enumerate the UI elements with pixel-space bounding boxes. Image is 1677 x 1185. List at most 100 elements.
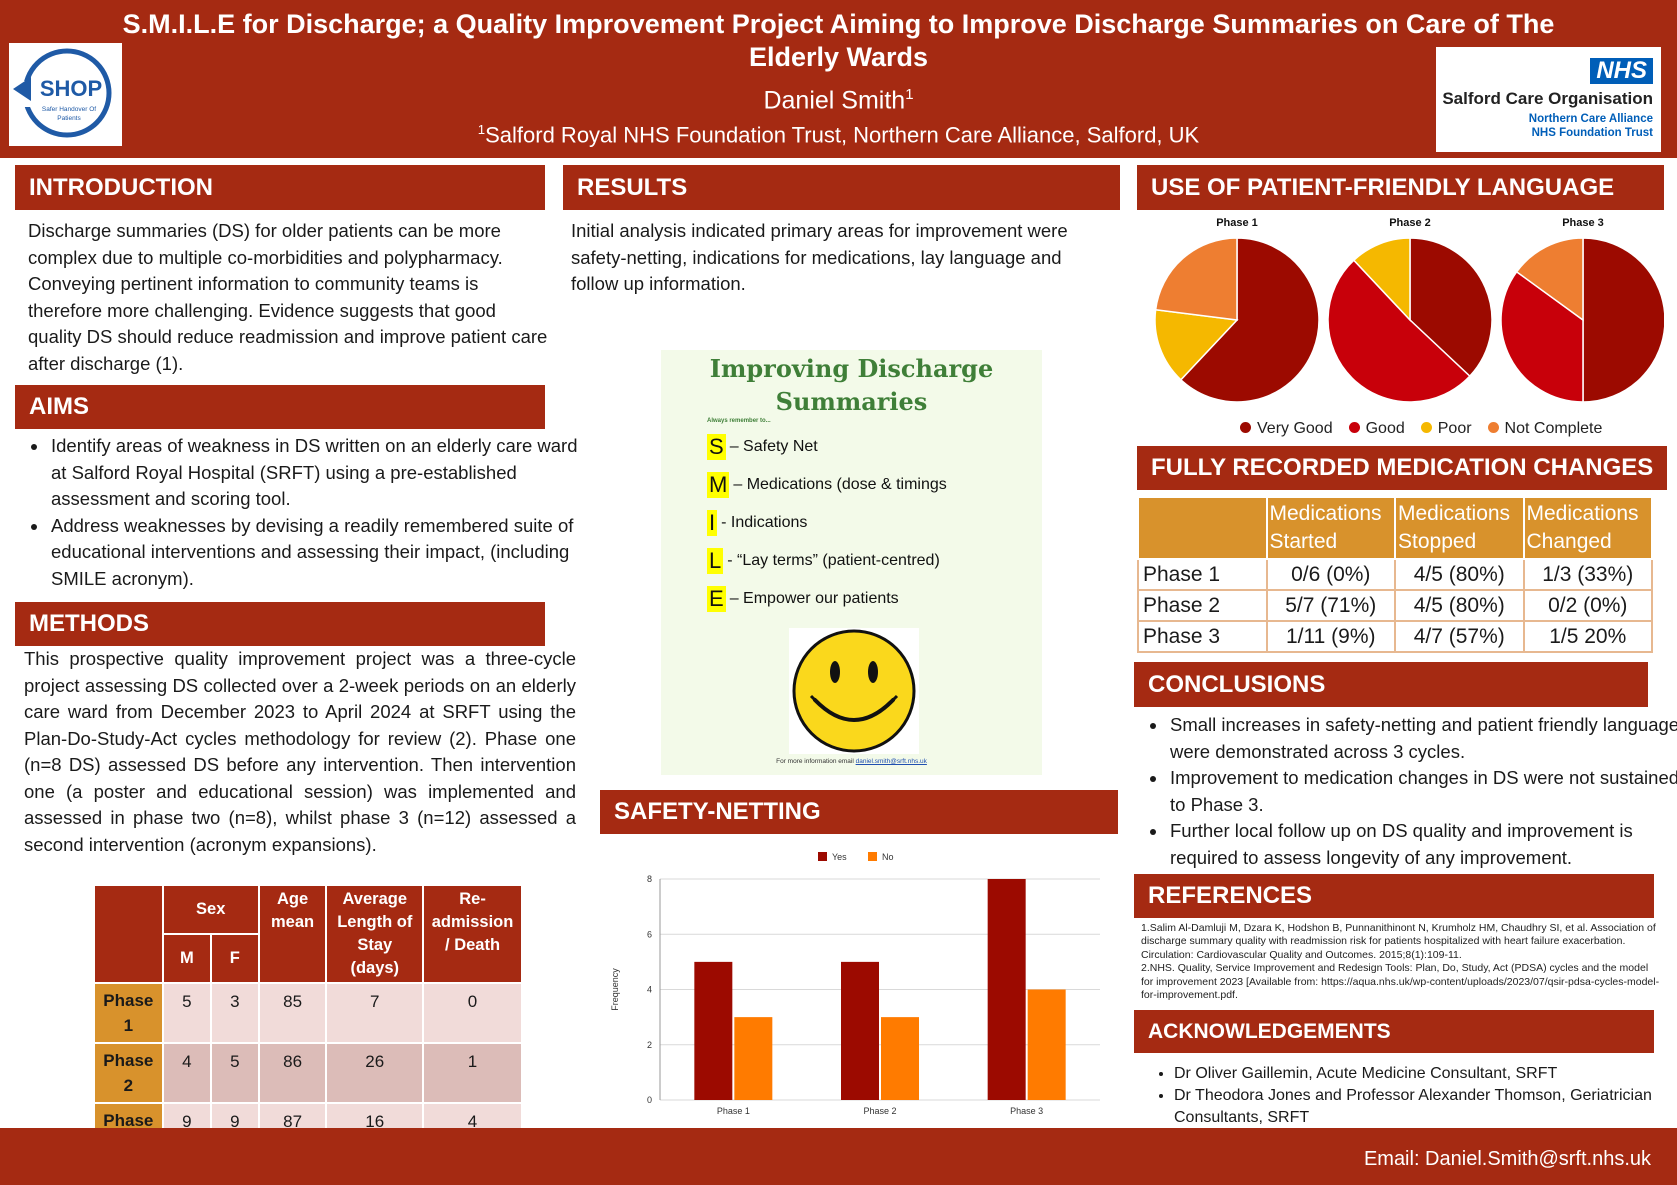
demo-header-f: F [209,933,260,984]
med-cell: 1/11 (9%) [1265,620,1396,653]
table-row: Phase 1 0/6 (0%) 4/5 (80%) 1/3 (33%) [1137,558,1653,591]
legend-label: No [882,852,894,862]
patient-friendly-heading: USE OF PATIENT-FRIENDLY LANGUAGE [1137,165,1664,210]
x-tick-label: Phase 2 [863,1106,896,1116]
x-tick-label: Phase 1 [717,1106,750,1116]
legend-item: Very Good [1240,420,1333,438]
bar-no [881,1017,919,1100]
smile-poster: Improving Discharge Summaries Always rem… [661,350,1042,775]
medication-heading: FULLY RECORDED MEDICATION CHANGES [1137,446,1667,490]
x-tick-label: Phase 3 [1010,1106,1043,1116]
med-header: Medications Changed [1522,496,1653,560]
med-cell: 4/5 (80%) [1394,558,1525,591]
safety-netting-heading: SAFETY-NETTING [600,790,1118,834]
med-cell: 4/7 (57%) [1394,620,1525,653]
med-corner [1137,496,1268,560]
aims-item: Address weaknesses by devising a readily… [49,513,579,593]
smile-item: E – Empower our patients [707,586,899,612]
demo-m: 5 [161,982,212,1044]
footer-bar [0,1128,1677,1185]
demo-header-sex: Sex [161,884,260,935]
demo-f: 3 [209,982,260,1044]
title-banner [0,0,1677,158]
pie-slice [1154,308,1239,381]
med-cell: 0/6 (0%) [1265,558,1396,591]
med-cell: 5/7 (71%) [1265,589,1396,622]
nhs-logo: NHS Salford Care Organisation Northern C… [1436,47,1661,152]
acknowledgement-item: Dr Oliver Gaillemin, Acute Medicine Cons… [1174,1063,1664,1085]
affiliation: 1Salford Royal NHS Foundation Trust, Nor… [477,122,1200,148]
legend-label: Yes [832,852,847,862]
results-heading: RESULTS [563,165,1120,210]
legend-item: Not Complete [1487,420,1602,438]
legend-item: Good [1348,420,1405,438]
reference-item: 1.Salim Al-Damluji M, Dzara K, Hodshon B… [1141,922,1656,961]
results-text: Initial analysis indicated primary areas… [571,220,1068,294]
demo-age: 85 [257,982,328,1044]
pie-title: Phase 3 [1562,217,1604,229]
acknowledgements-heading: ACKNOWLEDGEMENTS [1134,1010,1654,1053]
y-tick-label: 8 [647,874,652,884]
med-phase: Phase 3 [1137,620,1268,653]
smiley-face-icon [789,628,919,754]
demo-corner [93,884,164,984]
bar-yes [694,961,733,1100]
demo-phase: Phase 2 [93,1042,164,1104]
conclusions-item: Small increases in safety-netting and pa… [1168,712,1677,765]
introduction-heading: INTRODUCTION [15,165,545,210]
safety-netting-chart: 0 2 4 6 8 Frequency Phase 1 Phase 2 Phase 3 Yes No [610,852,1100,1116]
bar-yes [841,961,879,1100]
nhs-badge: NHS [1590,58,1653,84]
med-header: Medications Stopped [1394,496,1525,560]
demo-age: 86 [257,1042,328,1104]
pie-slice [1327,259,1471,403]
smile-item: S – Safety Net [707,434,818,460]
med-phase: Phase 1 [1137,558,1268,591]
demographics-table: Sex Age mean Average Length of Stay (day… [93,884,523,1164]
demo-header-m: M [161,933,212,984]
org-line1: Northern Care Alliance [1528,113,1653,125]
y-tick-label: 0 [647,1095,652,1105]
shop-logo: SHOP Safer Handover Of Patients [9,43,122,146]
legend-swatch [868,852,877,861]
shop-logo-sub1: Safer Handover Of [42,106,96,113]
smile-poster-reminder: Always remember to... [707,418,771,424]
y-axis-label: Frequency [610,968,620,1011]
acknowledgements-text: Dr Oliver Gaillemin, Acute Medicine Cons… [1134,1063,1664,1129]
demo-m: 4 [161,1042,212,1104]
demo-f: 5 [209,1042,260,1104]
med-cell: 1/3 (33%) [1522,558,1653,591]
conclusions-item: Improvement to medication changes in DS … [1168,765,1677,818]
patient-friendly-pies: Phase 1 Phase 2 Phase 3 [1154,217,1664,403]
demo-header-readmission: Re-admission / Death [422,884,523,984]
pie-slice [1352,237,1411,322]
table-row: Phase 1 5 3 85 7 0 [93,982,523,1044]
shop-logo-name: SHOP [40,76,102,101]
aims-heading: AIMS [15,385,545,429]
table-row: Phase 3 1/11 (9%) 4/7 (57%) 1/5 20% [1137,620,1653,653]
smile-poster-footer: For more information email daniel.smith@… [776,758,927,765]
table-row: Phase 2 5/7 (71%) 4/5 (80%) 0/2 (0%) [1137,589,1653,622]
demo-los: 7 [325,982,425,1044]
demo-readmission: 0 [422,982,523,1044]
med-cell: 4/5 (80%) [1394,589,1525,622]
pie-slice [1582,237,1664,403]
table-row: Phase 2 4 5 86 26 1 [93,1042,523,1104]
introduction-text: Discharge summaries (DS) for older patie… [28,220,548,374]
aims-item: Identify areas of weakness in DS written… [49,433,579,513]
conclusions-item: Further local follow up on DS quality an… [1168,818,1677,871]
pie-slice [1515,237,1584,322]
med-cell: 1/5 20% [1522,620,1653,653]
med-header: Medications Started [1265,496,1396,560]
medication-table: Medications Started Medications Stopped … [1137,496,1653,653]
demo-header-los: Average Length of Stay (days) [325,884,425,984]
demo-los: 26 [325,1042,425,1104]
legend-item: Poor [1420,420,1472,438]
smile-item: L- “Lay terms” (patient-centred) [707,548,940,574]
demo-phase: Phase 1 [93,982,164,1044]
poster-title: S.M.I.L.E for Discharge; a Quality Impro… [122,9,1555,72]
methods-text: This prospective quality improvement pro… [24,648,576,855]
aims-list: Identify areas of weakness in DS written… [15,433,579,592]
pie-title: Phase 1 [1216,217,1258,229]
bar-yes [987,879,1026,1100]
